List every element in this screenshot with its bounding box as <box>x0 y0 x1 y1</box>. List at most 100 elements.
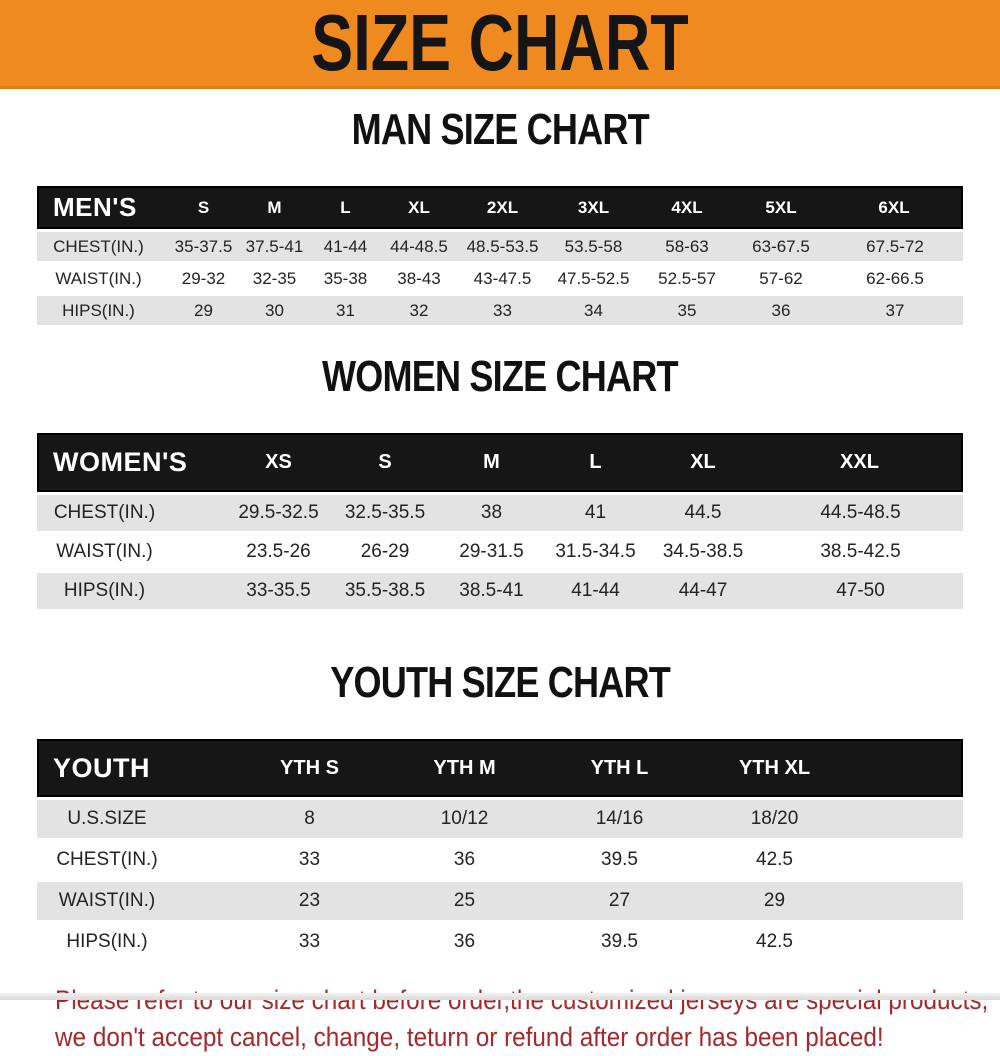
men-header-size: S <box>168 186 239 229</box>
men-header-size: M <box>239 186 310 229</box>
men-heading-text: MAN SIZE CHART <box>351 105 649 154</box>
youth-header-corner: YOUTH <box>37 739 232 797</box>
men-header-size: L <box>310 186 381 229</box>
men-heading: MAN SIZE CHART <box>0 105 1000 165</box>
women-size-table: WOMEN'S XS S M L XL XXL CHEST(IN.) 29.5-… <box>37 430 963 612</box>
women-header-size: XXL <box>758 433 963 492</box>
youth-header-size: YTH L <box>542 739 697 797</box>
cell: 29-32 <box>168 264 239 293</box>
cell: 26-29 <box>330 534 440 570</box>
women-header-size: M <box>440 433 543 492</box>
row-label: U.S.SIZE <box>37 800 232 838</box>
men-header-size: XL <box>381 186 457 229</box>
cell: 33 <box>457 296 548 325</box>
cell: 35-37.5 <box>168 232 239 261</box>
cell: 37 <box>827 296 963 325</box>
cell-spacer <box>852 923 963 961</box>
cell: 33 <box>232 841 387 879</box>
cell: 39.5 <box>542 923 697 961</box>
row-label: WAIST(IN.) <box>37 882 232 920</box>
women-hips-row: HIPS(IN.) 33-35.5 35.5-38.5 38.5-41 41-4… <box>37 573 963 609</box>
banner: SIZE CHART <box>0 0 1000 89</box>
cell-spacer <box>852 800 963 838</box>
cell: 38-43 <box>381 264 457 293</box>
row-label: CHEST(IN.) <box>37 841 232 879</box>
men-header-row: MEN'S S M L XL 2XL 3XL 4XL 5XL 6XL <box>37 186 963 229</box>
youth-header-spacer <box>852 739 963 797</box>
cell: 33-35.5 <box>227 573 330 609</box>
cell: 35.5-38.5 <box>330 573 440 609</box>
women-header-corner: WOMEN'S <box>37 433 227 492</box>
cell: 34.5-38.5 <box>648 534 758 570</box>
women-header-size: XL <box>648 433 758 492</box>
row-label: CHEST(IN.) <box>37 495 227 531</box>
cell: 44-47 <box>648 573 758 609</box>
youth-header-size: YTH XL <box>697 739 852 797</box>
cell: 41 <box>543 495 648 531</box>
youth-header-size: YTH S <box>232 739 387 797</box>
youth-heading-text: YOUTH SIZE CHART <box>330 658 670 707</box>
women-waist-row: WAIST(IN.) 23.5-26 26-29 29-31.5 31.5-34… <box>37 534 963 570</box>
women-heading: WOMEN SIZE CHART <box>0 352 1000 412</box>
cell: 23.5-26 <box>227 534 330 570</box>
cell: 44-48.5 <box>381 232 457 261</box>
women-table-header: WOMEN'S XS S M L XL XXL <box>37 433 963 492</box>
youth-size-table: YOUTH YTH S YTH M YTH L YTH XL U.S.SIZE … <box>37 736 963 964</box>
row-label: WAIST(IN.) <box>37 534 227 570</box>
men-header-size: 6XL <box>827 186 963 229</box>
cell: 38.5-42.5 <box>758 534 963 570</box>
youth-header-row: YOUTH YTH S YTH M YTH L YTH XL <box>37 739 963 797</box>
cell: 25 <box>387 882 542 920</box>
cell: 18/20 <box>697 800 852 838</box>
row-label: HIPS(IN.) <box>37 923 232 961</box>
cell: 32 <box>381 296 457 325</box>
cell: 42.5 <box>697 841 852 879</box>
cell: 38.5-41 <box>440 573 543 609</box>
cell: 37.5-41 <box>239 232 310 261</box>
men-header-corner: MEN'S <box>37 186 168 229</box>
women-heading-text: WOMEN SIZE CHART <box>322 352 679 401</box>
youth-chest-row: CHEST(IN.) 33 36 39.5 42.5 <box>37 841 963 879</box>
section-men: MAN SIZE CHART MEN'S S M L XL 2XL 3XL 4X… <box>0 105 1000 328</box>
cell: 39.5 <box>542 841 697 879</box>
women-chest-row: CHEST(IN.) 29.5-32.5 32.5-35.5 38 41 44.… <box>37 495 963 531</box>
men-waist-row: WAIST(IN.) 29-32 32-35 35-38 38-43 43-47… <box>37 264 963 293</box>
cell: 43-47.5 <box>457 264 548 293</box>
cell: 36 <box>387 841 542 879</box>
cell-spacer <box>852 841 963 879</box>
cell: 53.5-58 <box>548 232 639 261</box>
cell: 31.5-34.5 <box>543 534 648 570</box>
cell: 10/12 <box>387 800 542 838</box>
men-size-table: MEN'S S M L XL 2XL 3XL 4XL 5XL 6XL CHEST… <box>37 183 963 328</box>
cell: 52.5-57 <box>639 264 735 293</box>
cell: 23 <box>232 882 387 920</box>
men-header-size: 5XL <box>735 186 827 229</box>
cell: 36 <box>387 923 542 961</box>
cell: 38 <box>440 495 543 531</box>
cell: 34 <box>548 296 639 325</box>
cell: 47-50 <box>758 573 963 609</box>
cell: 29-31.5 <box>440 534 543 570</box>
footer-note-line2: we don't accept cancel, change, teturn o… <box>55 1022 884 1052</box>
cell: 47.5-52.5 <box>548 264 639 293</box>
men-header-size: 2XL <box>457 186 548 229</box>
cell: 44.5 <box>648 495 758 531</box>
section-youth: YOUTH SIZE CHART YOUTH YTH S YTH M YTH L… <box>0 658 1000 964</box>
row-label: CHEST(IN.) <box>37 232 168 261</box>
men-header-size: 3XL <box>548 186 639 229</box>
row-label: WAIST(IN.) <box>37 264 168 293</box>
youth-table-header: YOUTH YTH S YTH M YTH L YTH XL <box>37 739 963 797</box>
men-chest-row: CHEST(IN.) 35-37.5 37.5-41 41-44 44-48.5… <box>37 232 963 261</box>
women-header-row: WOMEN'S XS S M L XL XXL <box>37 433 963 492</box>
cell: 62-66.5 <box>827 264 963 293</box>
cell: 14/16 <box>542 800 697 838</box>
cell: 35 <box>639 296 735 325</box>
women-header-size: S <box>330 433 440 492</box>
men-header-size: 4XL <box>639 186 735 229</box>
cell: 32.5-35.5 <box>330 495 440 531</box>
cell: 27 <box>542 882 697 920</box>
cell: 41-44 <box>543 573 648 609</box>
cell: 29 <box>697 882 852 920</box>
footer-note-line1: Please refer to our size chart before or… <box>55 985 989 1015</box>
